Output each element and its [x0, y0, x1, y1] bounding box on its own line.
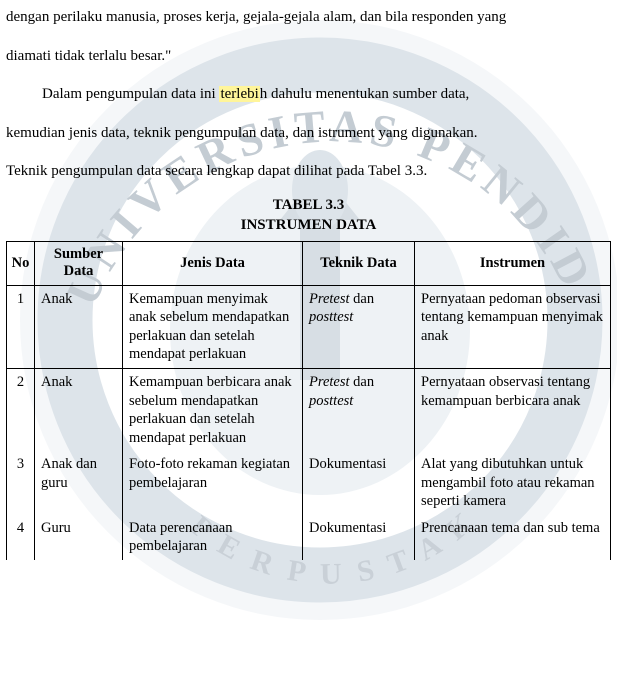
cell-sumber: Anak dan guru	[35, 451, 123, 515]
th-no: No	[7, 242, 35, 286]
paragraph-2-line-a: Dalam pengumpulan data ini terlebih dahu…	[6, 77, 611, 112]
instrumen-table: No Sumber Data Jenis Data Teknik Data In…	[6, 241, 611, 560]
p2-pre: Dalam pengumpulan data ini	[42, 86, 219, 102]
cell-sumber: Anak	[35, 285, 123, 368]
table-header-row: No Sumber Data Jenis Data Teknik Data In…	[7, 242, 611, 286]
cell-teknik: Pretest dan posttest	[303, 368, 415, 451]
table-row: 4 Guru Data perencanaan pembelajaran Dok…	[7, 515, 611, 560]
paragraph-2-line-b: kemudian jenis data, teknik pengumpulan …	[6, 116, 611, 151]
table-row: 3 Anak dan guru Foto-foto rekaman kegiat…	[7, 451, 611, 515]
th-instrumen: Instrumen	[415, 242, 611, 286]
table-title-line2: INSTRUMEN DATA	[241, 217, 377, 233]
cell-sumber: Anak	[35, 368, 123, 451]
cell-instrumen: Pernyataan pedoman observasi tentang kem…	[415, 285, 611, 368]
cell-jenis: Foto-foto rekaman kegiatan pembelajaran	[123, 451, 303, 515]
paragraph-1-line-a: dengan perilaku manusia, proses kerja, g…	[6, 0, 611, 35]
cell-no: 3	[7, 451, 35, 515]
cell-instrumen: Pernyataan observasi tentang kemampuan b…	[415, 368, 611, 451]
th-teknik: Teknik Data	[303, 242, 415, 286]
cell-jenis: Kemampuan menyimak anak sebelum mendapat…	[123, 285, 303, 368]
table-row: 1 Anak Kemampuan menyimak anak sebelum m…	[7, 285, 611, 368]
teknik-pretest: Pretest	[309, 291, 350, 307]
cell-teknik: Pretest dan posttest	[303, 285, 415, 368]
table-row: 2 Anak Kemampuan berbicara anak sebelum …	[7, 368, 611, 451]
teknik-posttest: posttest	[309, 393, 353, 409]
cell-jenis: Kemampuan berbicara anak sebelum mendapa…	[123, 368, 303, 451]
cell-jenis: Data perencanaan pembelajaran	[123, 515, 303, 560]
cell-sumber: Guru	[35, 515, 123, 560]
paragraph-2-line-c: Teknik pengumpulan data secara lengkap d…	[6, 154, 611, 189]
table-title: TABEL 3.3 INSTRUMEN DATA	[6, 195, 611, 236]
cell-teknik: Dokumentasi	[303, 515, 415, 560]
teknik-dan: dan	[350, 374, 375, 390]
cell-instrumen: Alat yang dibutuhkan untuk mengambil fot…	[415, 451, 611, 515]
cell-no: 4	[7, 515, 35, 560]
cell-no: 2	[7, 368, 35, 451]
cell-instrumen: Prencanaan tema dan sub tema	[415, 515, 611, 560]
th-sumber: Sumber Data	[35, 242, 123, 286]
highlight-terlebih: terlebi	[219, 86, 259, 102]
table-title-line1: TABEL 3.3	[273, 197, 344, 213]
cell-teknik: Dokumentasi	[303, 451, 415, 515]
th-jenis: Jenis Data	[123, 242, 303, 286]
teknik-dan: dan	[350, 291, 375, 307]
p2-post: h dahulu menentukan sumber data,	[260, 86, 470, 102]
page-content: dengan perilaku manusia, proses kerja, g…	[0, 0, 617, 560]
paragraph-1-line-b: diamati tidak terlalu besar."	[6, 39, 611, 74]
teknik-pretest: Pretest	[309, 374, 350, 390]
teknik-posttest: posttest	[309, 309, 353, 325]
cell-no: 1	[7, 285, 35, 368]
